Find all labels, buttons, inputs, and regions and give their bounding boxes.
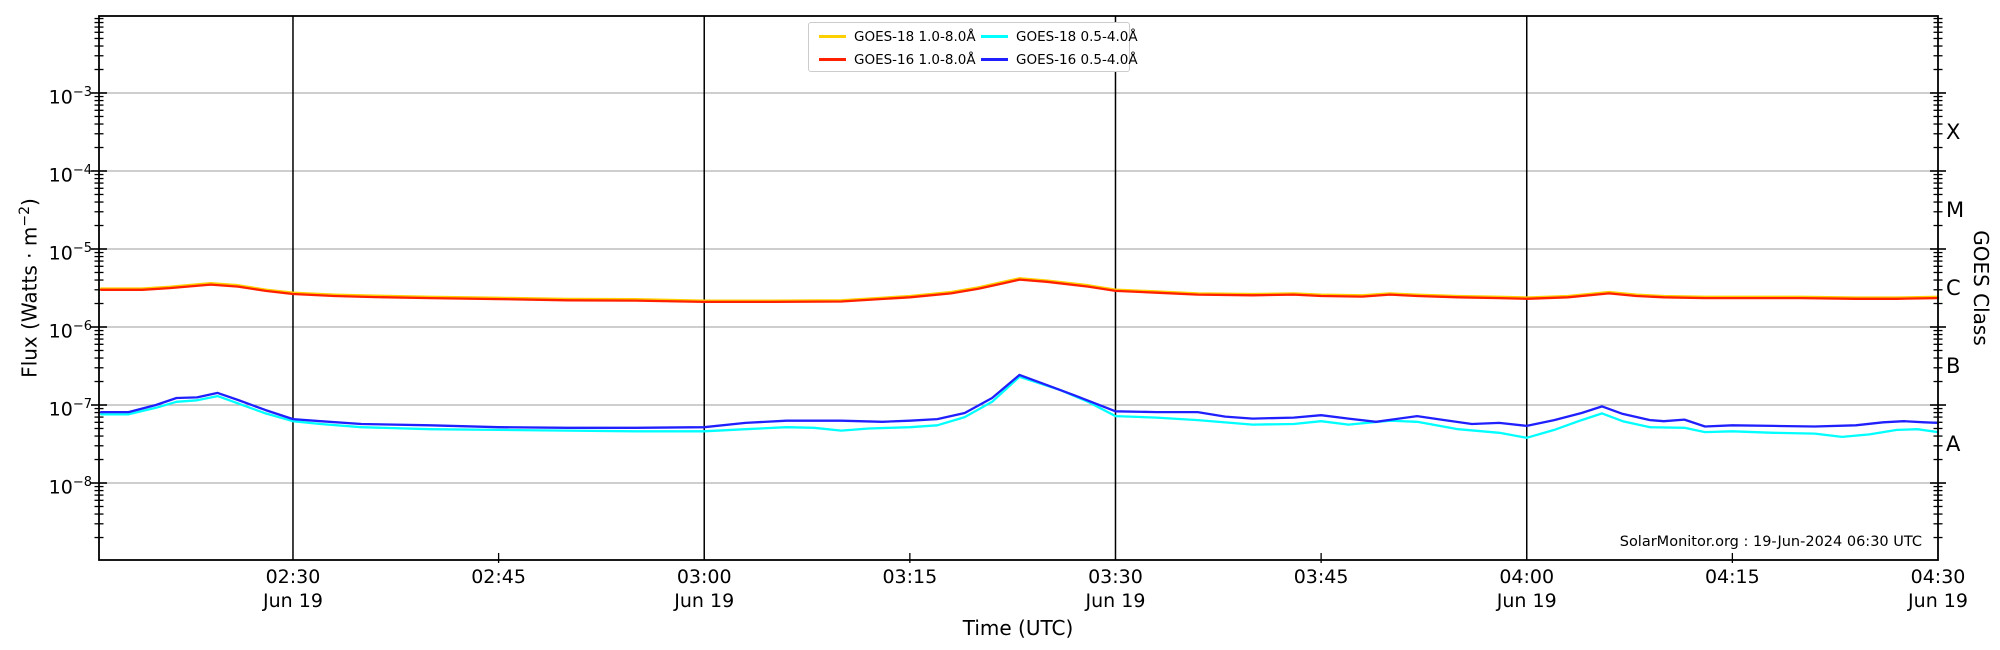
series-line-2	[99, 278, 1940, 304]
legend-swatch-goes16-short-icon	[981, 58, 1008, 61]
x-tick-label: 04:15	[1704, 566, 1760, 588]
legend-swatch-goes18-long-icon	[819, 35, 846, 38]
legend-label: GOES-18 0.5-4.0Å	[1016, 28, 1138, 45]
legend-swatch-goes18-short-icon	[981, 35, 1008, 38]
x-tick-date-label: Jun 19	[263, 590, 323, 612]
x-tick-label: 04:00	[1499, 566, 1555, 588]
y-axis-label: Flux (Watts · m−2)	[17, 198, 42, 378]
goes-class-label-m: M	[1946, 197, 1965, 222]
x-tick-label: 03:00	[676, 566, 732, 588]
x-tick-date-label: Jun 19	[674, 590, 735, 612]
series-line-1	[99, 375, 1940, 439]
y-tick-label: 10−4	[48, 162, 92, 187]
legend-label: GOES-16 0.5-4.0Å	[1016, 51, 1138, 68]
x-tick-label: 03:30	[1088, 566, 1143, 588]
x-tick-label: 02:45	[471, 566, 526, 588]
x-tick-label: 02:30	[265, 566, 321, 588]
x-axis-label: Time (UTC)	[962, 616, 1074, 640]
legend-item: GOES-16 1.0-8.0Å	[815, 52, 977, 68]
legend-item: GOES-18 0.5-4.0Å	[977, 29, 1138, 45]
legend-item: GOES-18 1.0-8.0Å	[815, 29, 977, 45]
series-line-0	[99, 277, 1940, 302]
watermark-text: SolarMonitor.org : 19-Jun-2024 06:30 UTC	[1619, 534, 1922, 550]
x-tick-date-label: Jun 19	[1496, 590, 1557, 612]
x-tick-label: 03:45	[1293, 566, 1349, 588]
plot-border	[98, 15, 1939, 561]
y-tick-label: 10−8	[48, 475, 92, 499]
x-tick-label: 03:15	[882, 566, 938, 588]
y-tick-label: 10−7	[48, 397, 92, 421]
x-tick-date-label: Jun 19	[1908, 590, 1968, 612]
legend-label: GOES-16 1.0-8.0Å	[854, 51, 976, 68]
goes-class-label-c: C	[1946, 276, 1961, 300]
goes-class-label-b: B	[1946, 354, 1961, 378]
x-tick-label: 04:30	[1910, 566, 1966, 588]
y-tick-label: 10−6	[48, 319, 92, 343]
series-line-3	[99, 373, 1940, 429]
legend-item: GOES-16 0.5-4.0Å	[977, 52, 1138, 68]
legend-label: GOES-18 1.0-8.0Å	[854, 28, 976, 45]
legend-swatch-goes16-long-icon	[819, 58, 846, 61]
x-tick-date-label: Jun 19	[1085, 590, 1146, 612]
goes-class-label-a: A	[1946, 432, 1961, 456]
goes-class-label-x: X	[1946, 119, 1961, 144]
y-tick-label: 10−5	[48, 240, 92, 265]
y-tick-label: 10−3	[48, 84, 92, 109]
right-axis-label: GOES Class	[1969, 230, 1993, 346]
legend: GOES-18 1.0-8.0Å GOES-18 0.5-4.0Å GOES-1…	[808, 22, 1138, 72]
